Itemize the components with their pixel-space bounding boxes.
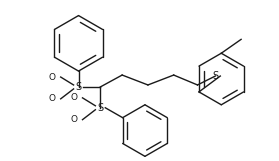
Text: S: S (212, 71, 218, 81)
Text: S: S (97, 103, 104, 113)
Text: O: O (48, 94, 55, 103)
Text: O: O (70, 115, 77, 124)
Text: O: O (70, 93, 77, 102)
Text: S: S (75, 82, 81, 92)
Text: O: O (48, 72, 55, 81)
